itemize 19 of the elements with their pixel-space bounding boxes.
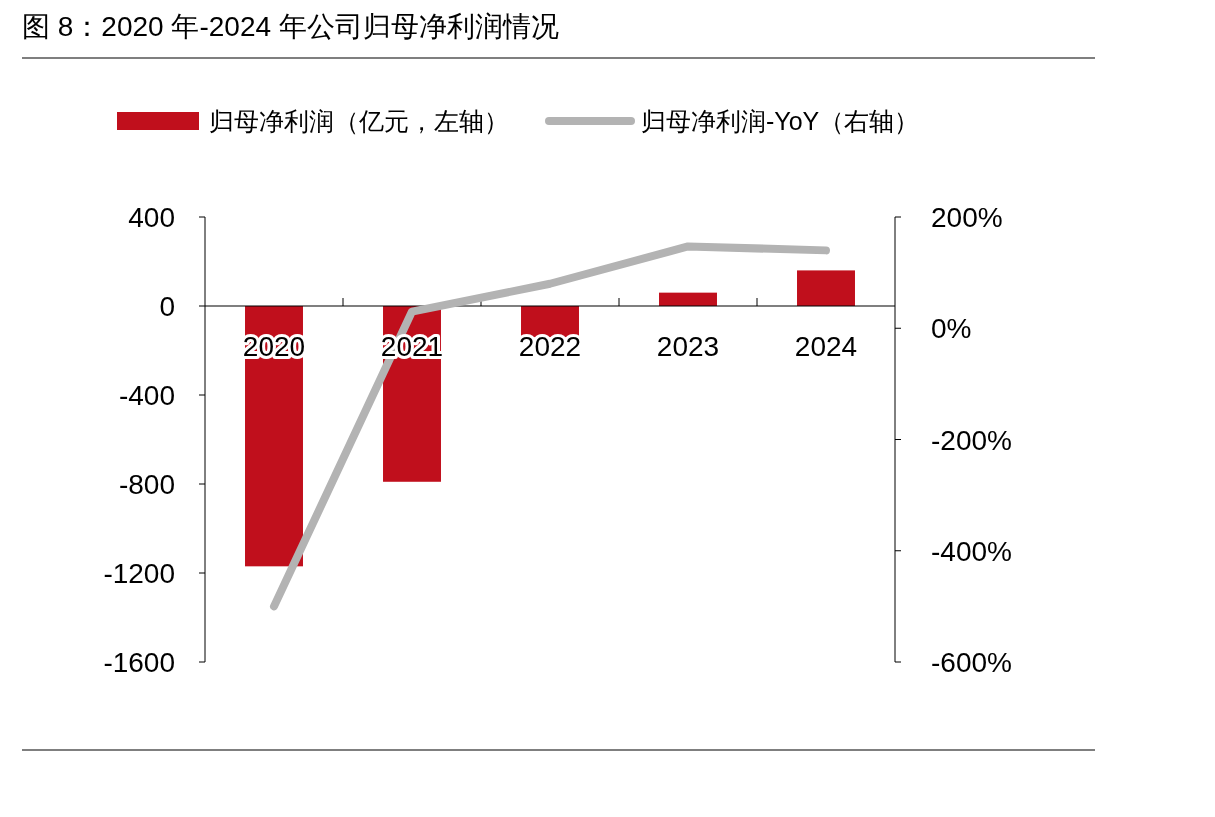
x-tick-label: 2024	[794, 331, 858, 362]
legend-label: 归母净利润-YoY（右轴）	[641, 107, 920, 135]
y-tick-label: -1600	[103, 647, 175, 678]
x-tick-label: 2022	[518, 331, 582, 362]
x-tick-label: 2023	[656, 331, 720, 362]
y-tick-label: -1200	[103, 558, 175, 589]
bar	[659, 292, 717, 306]
y-tick-label: -800	[118, 469, 175, 500]
chart-title: 图 8：2020 年-2024 年公司归母净利润情况	[22, 11, 559, 42]
y2-tick-label: 0%	[931, 313, 972, 345]
y2-tick-label: -200%	[931, 424, 1012, 456]
y2-tick-label: -600%	[931, 647, 1012, 678]
y2-tick-label: -400%	[931, 535, 1012, 567]
legend-label: 归母净利润（亿元，左轴）	[209, 107, 509, 135]
y-tick-label: 0	[159, 291, 175, 322]
y-tick-label: 400	[128, 202, 175, 233]
y-tick-label: -400	[118, 380, 175, 411]
bar	[797, 270, 855, 306]
y2-tick-label: 200%	[931, 202, 1003, 233]
